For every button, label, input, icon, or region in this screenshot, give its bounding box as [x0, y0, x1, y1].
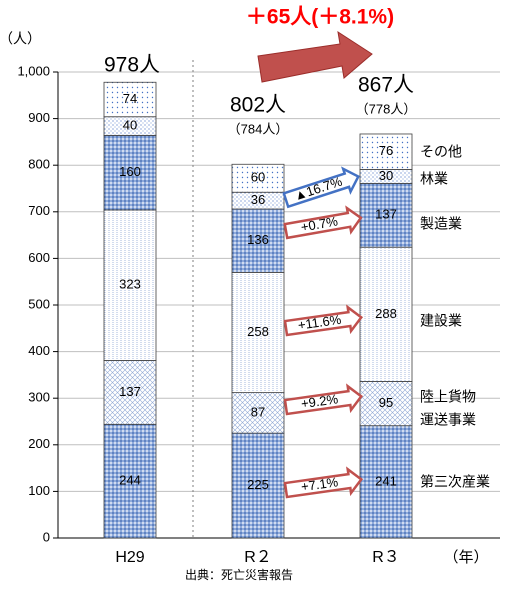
bar-segment: [231, 392, 285, 434]
x-axis-unit: （年）: [443, 549, 488, 566]
bar-value-label: 76: [379, 143, 393, 158]
bar-total-label: 867人: [358, 74, 414, 97]
y-tick-label: 200: [28, 436, 50, 451]
change-arrow: +7.1%: [283, 466, 364, 499]
x-tick-label: R２: [244, 549, 272, 566]
series-label: 運送事業: [420, 412, 476, 428]
bar-total-label: 978人: [104, 54, 160, 77]
change-arrow-label: +7.1%: [300, 474, 339, 494]
bar-value-label: 40: [123, 117, 137, 132]
series-label: 製造業: [420, 216, 462, 232]
bar-value-label: 323: [119, 277, 141, 292]
change-arrow-shape: [283, 383, 364, 416]
bar-segment: [231, 163, 285, 193]
bar-total-label: 802人: [230, 94, 286, 117]
change-arrow: +11.6%: [283, 304, 364, 337]
bar-total-sub-label: （778人）: [356, 101, 417, 116]
y-tick-label: 900: [28, 110, 50, 125]
change-arrow: +9.2%: [283, 383, 364, 416]
y-tick-label: 600: [28, 250, 50, 265]
bar-value-label: 225: [247, 477, 269, 492]
change-arrow-label: +11.6%: [297, 312, 343, 333]
series-label: その他: [420, 144, 462, 160]
change-arrow-shape: [283, 205, 363, 240]
bar-segment: [231, 271, 285, 394]
y-tick-label: 500: [28, 296, 50, 311]
bar-segment: [359, 133, 413, 170]
bar-segment: [359, 425, 413, 539]
change-arrow-shape: [283, 304, 364, 337]
bar-segment: [103, 423, 157, 539]
x-tick-label: R３: [372, 549, 400, 566]
y-tick-label: 1,000: [17, 63, 50, 78]
bar-value-label: 60: [251, 170, 265, 185]
bar-value-label: 95: [379, 395, 393, 410]
change-arrow-label: ▲16.7%: [292, 174, 344, 204]
bar-segment: [359, 381, 413, 427]
bar-segment: [359, 246, 413, 382]
y-tick-label: 800: [28, 157, 50, 172]
change-arrow-shape: [282, 166, 360, 209]
bar-value-label: 244: [119, 473, 141, 488]
change-arrow: +0.7%: [283, 205, 363, 240]
change-arrow-label: +0.7%: [300, 213, 340, 234]
overall-arrow: [257, 30, 373, 83]
bar-value-label: 258: [247, 324, 269, 339]
bar-segment: [103, 360, 157, 425]
series-label: 建設業: [420, 313, 462, 329]
y-tick-label: 700: [28, 203, 50, 218]
change-arrow-label: +9.2%: [300, 391, 339, 411]
bar-value-label: 160: [119, 164, 141, 179]
bar-value-label: 137: [375, 207, 397, 222]
x-tick-label: H29: [115, 549, 144, 566]
y-tick-label: 400: [28, 343, 50, 358]
change-arrow: ▲16.7%: [282, 166, 360, 209]
bar-value-label: 288: [375, 306, 397, 321]
bar-value-label: 87: [251, 404, 265, 419]
source-note: 出典：死亡災害報告: [185, 567, 293, 582]
bar-segment: [359, 182, 413, 248]
bar-segment: [231, 432, 285, 539]
y-tick-label: 0: [43, 529, 50, 544]
bar-segment: [103, 81, 157, 118]
bar-value-label: 241: [375, 473, 397, 488]
change-arrow-shape: [283, 466, 364, 499]
bar-value-label: 36: [251, 192, 265, 207]
y-tick-label: 300: [28, 390, 50, 405]
series-label: 陸上貨物: [420, 389, 476, 405]
overall-change-label: ＋65人(＋8.1%): [246, 6, 394, 29]
series-label: 第三次産業: [420, 474, 490, 490]
series-label: 林業: [420, 171, 448, 187]
bar-value-label: 136: [247, 232, 269, 247]
y-axis-label: （人）: [0, 31, 41, 47]
bar-value-label: 137: [119, 384, 141, 399]
bar-value-label: 74: [123, 91, 137, 106]
y-tick-label: 100: [28, 483, 50, 498]
bar-total-sub-label: （784人）: [228, 121, 289, 136]
bar-segment: [231, 208, 285, 273]
bar-value-label: 30: [379, 168, 393, 183]
